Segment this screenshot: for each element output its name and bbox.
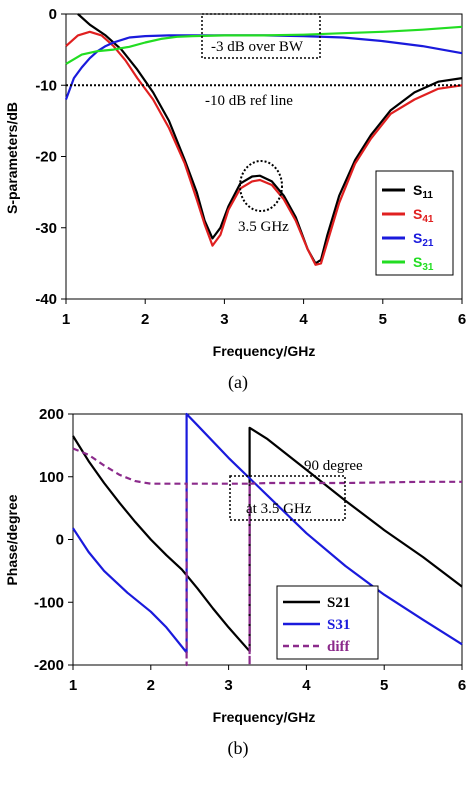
y-tick-label: -40: [35, 291, 57, 308]
x-tick-label: 1: [62, 311, 70, 328]
chart-b-caption: (b): [228, 738, 249, 759]
series-line-s41: [65, 30, 463, 266]
chart-b: 1 2 3 4 5 6 200 100 0 -100 -200 90 degree at 3.5 G…: [4, 406, 466, 759]
legend-label-s31: S31: [413, 254, 434, 273]
y-tick-label: 0: [49, 6, 57, 23]
ref-line-label: -10 dB ref line: [205, 93, 293, 109]
legend-label-diff: diff: [327, 639, 351, 655]
x-tick-label: 3: [224, 677, 232, 694]
x-tick-label: 6: [458, 311, 466, 328]
at-box: [229, 475, 346, 521]
bw-box: [201, 13, 321, 59]
chart-b-lines: [72, 412, 463, 667]
deg-label: 90 degree: [304, 458, 363, 474]
chart-b-legend: S21 S31 diff: [276, 585, 379, 660]
x-tick-label: 2: [147, 677, 155, 694]
series-line-diff: [72, 447, 462, 667]
bw-label: -3 dB over BW: [211, 39, 304, 55]
chart-a-ylabel: S-parameters/dB: [4, 102, 20, 214]
chart-a-ticks: 1 2 3 4 5 6 0 -10 -20 -30 -40: [35, 6, 466, 328]
legend-label-s31: S31: [327, 617, 350, 633]
y-tick-label: 0: [56, 532, 64, 549]
x-tick-label: 5: [380, 677, 388, 694]
x-tick-label: 4: [302, 677, 311, 694]
y-tick-label: -100: [34, 594, 64, 611]
chart-b-plot-area: [72, 413, 463, 666]
chart-b-ticks: 1 2 3 4 5 6 200 100 0 -100 -200: [34, 406, 466, 694]
y-tick-label: 200: [39, 406, 64, 423]
chart-a-legend: S11 S41 S21 S31: [375, 170, 454, 276]
freq-label: 3.5 GHz: [238, 219, 289, 235]
y-tick-label: -10: [35, 77, 57, 94]
chart-b-xlabel: Frequency/GHz: [213, 709, 316, 725]
chart-a-lines: [64, 13, 463, 266]
at-label: at 3.5 GHz: [246, 501, 312, 517]
chart-a: 1 2 3 4 5 6 0 -10 -20 -30 -40 -10 dB ref line -3 d…: [4, 6, 466, 393]
x-tick-label: 3: [220, 311, 228, 328]
freq-circle: [239, 160, 283, 212]
legend-label-s21: S21: [413, 230, 434, 249]
x-tick-label: 5: [379, 311, 387, 328]
chart-a-xlabel: Frequency/GHz: [213, 343, 316, 359]
y-tick-label: -20: [35, 149, 57, 166]
series-line-s21: [72, 426, 463, 653]
chart-b-ylabel: Phase/degree: [4, 494, 20, 585]
series-line-s21: [64, 34, 463, 100]
series-line-s11: [77, 13, 463, 265]
y-tick-label: -200: [34, 657, 64, 674]
legend-label-s21: S21: [327, 595, 350, 611]
x-tick-label: 1: [69, 677, 77, 694]
y-tick-label: 100: [39, 469, 64, 486]
chart-a-caption: (a): [228, 372, 248, 393]
series-line-s31: [65, 25, 463, 65]
chart-a-legend-box: [375, 170, 454, 276]
y-tick-label: -30: [35, 220, 57, 237]
legend-label-s41: S41: [413, 206, 434, 225]
series-line-s31: [72, 412, 463, 654]
x-tick-label: 2: [141, 311, 149, 328]
x-tick-label: 4: [299, 311, 308, 328]
legend-label-s11: S11: [413, 182, 433, 201]
x-tick-label: 6: [458, 677, 466, 694]
